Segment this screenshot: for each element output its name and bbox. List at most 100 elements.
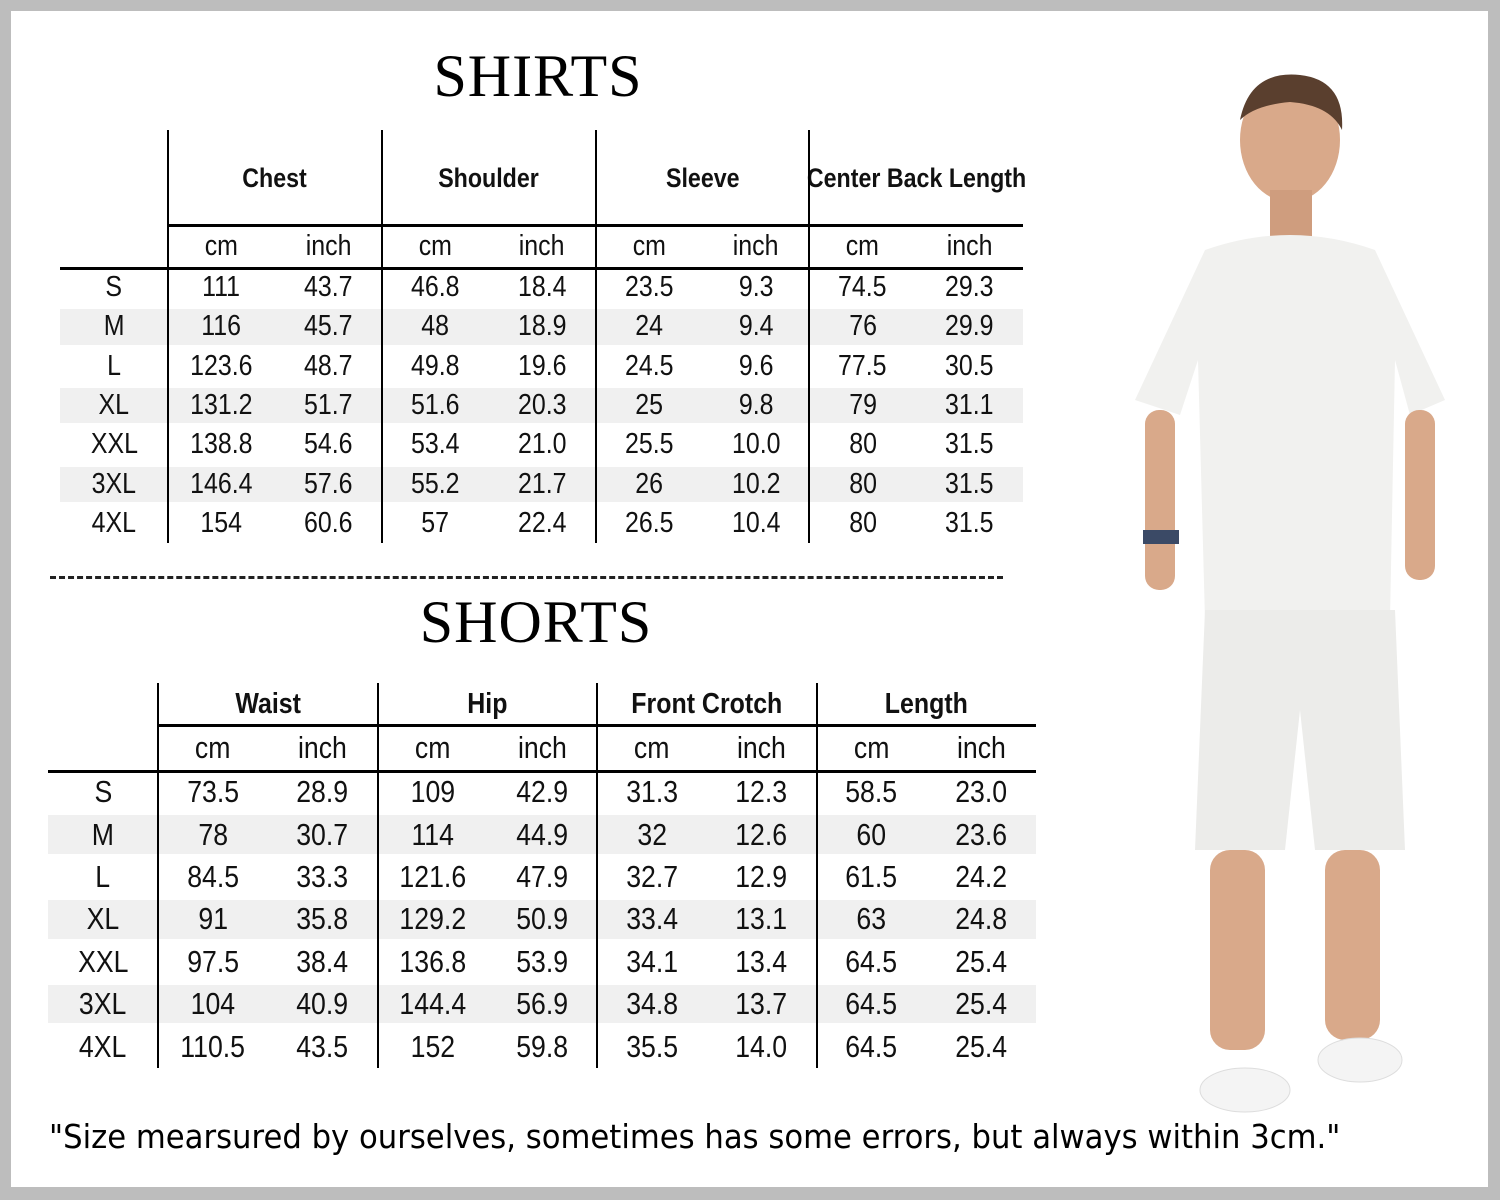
table-cell: 9.3 <box>702 268 809 307</box>
size-label-text: M <box>91 816 115 852</box>
table-cell-text: 45.7 <box>304 310 353 343</box>
table-cell-text: 9.4 <box>738 310 774 343</box>
table-cell: 24.8 <box>926 898 1036 940</box>
table-cell-text: 60.6 <box>304 506 353 539</box>
table-cell-text: 33.3 <box>296 858 349 894</box>
table-cell: 144.4 <box>378 983 488 1025</box>
table-cell-text: 10.2 <box>731 467 781 500</box>
table-cell: 9.6 <box>702 347 809 386</box>
unit-header-text: cm <box>195 730 231 765</box>
table-cell: 53.4 <box>382 425 489 464</box>
table-cell-text: 60 <box>856 816 887 852</box>
row-shade <box>48 815 1036 854</box>
table-cell-text: 21.0 <box>517 428 567 461</box>
unit-header: cm <box>168 225 275 268</box>
size-label: XL <box>60 386 168 425</box>
unit-header: cm <box>158 725 268 771</box>
table-cell: 54.6 <box>275 425 382 464</box>
table-cell-text: 23.5 <box>624 271 674 304</box>
table-cell-text: 9.8 <box>738 389 774 422</box>
table-cell-text: 10.0 <box>731 428 781 461</box>
unit-header: inch <box>489 225 596 268</box>
table-cell: 64.5 <box>817 1025 927 1067</box>
size-note: "Size mearsured by ourselves, sometimes … <box>49 1117 1341 1156</box>
table-cell-text: 12.3 <box>735 774 788 810</box>
table-cell-text: 59.8 <box>516 1028 569 1064</box>
table-cell: 114 <box>378 813 488 855</box>
table-cell-text: 114 <box>411 816 454 852</box>
table-cell: 129.2 <box>378 898 488 940</box>
table-cell-text: 34.1 <box>625 943 678 979</box>
table-cell-text: 12.6 <box>735 816 788 852</box>
table-cell: 18.9 <box>489 307 596 346</box>
table-cell: 13.7 <box>707 983 817 1025</box>
table-cell: 97.5 <box>158 941 268 983</box>
size-label-text: 4XL <box>91 506 137 539</box>
size-label: S <box>60 268 168 307</box>
table-cell: 48 <box>382 307 489 346</box>
header-rule <box>158 724 1036 727</box>
table-cell-text: 61.5 <box>845 858 898 894</box>
table-cell-text: 146.4 <box>190 467 253 500</box>
table-cell: 61.5 <box>817 856 927 898</box>
table-cell: 116 <box>168 307 275 346</box>
table-cell: 104 <box>158 983 268 1025</box>
size-label-text: L <box>107 349 121 382</box>
table-cell: 12.6 <box>707 813 817 855</box>
table-cell-text: 58.5 <box>845 774 898 810</box>
table-cell-text: 136.8 <box>399 943 466 979</box>
table-cell-text: 53.4 <box>410 428 460 461</box>
table-cell: 154 <box>168 504 275 543</box>
table-cell-text: 55.2 <box>410 467 460 500</box>
table-cell-text: 64.5 <box>845 986 898 1022</box>
unit-header-text: cm <box>414 730 451 765</box>
table-cell: 91 <box>158 898 268 940</box>
size-label: M <box>48 813 158 855</box>
column-divider <box>596 683 598 1068</box>
table-cell-text: 104 <box>190 986 236 1022</box>
table-cell: 33.3 <box>268 856 378 898</box>
table-cell: 57.6 <box>275 465 382 504</box>
unit-header: inch <box>916 225 1023 268</box>
size-label-text: XL <box>98 389 130 422</box>
table-cell: 109 <box>378 771 488 813</box>
table-cell-text: 30.7 <box>296 816 349 852</box>
table-cell: 9.8 <box>702 386 809 425</box>
table-cell-text: 21.7 <box>517 467 567 500</box>
size-label: 4XL <box>60 504 168 543</box>
table-cell-text: 53.9 <box>516 943 569 979</box>
table-cell-text: 23.6 <box>955 816 1008 852</box>
table-cell-text: 31.1 <box>945 389 994 422</box>
table-cell: 60.6 <box>275 504 382 543</box>
table-cell-text: 51.7 <box>304 389 353 422</box>
unit-header-text: cm <box>632 230 666 262</box>
unit-header-text: cm <box>418 230 452 262</box>
column-divider <box>815 683 818 1068</box>
size-label-text: XXL <box>77 943 129 979</box>
table-cell: 42.9 <box>487 771 597 813</box>
table-cell-text: 13.4 <box>735 943 788 979</box>
table-cell: 49.8 <box>382 347 489 386</box>
size-label: XL <box>48 898 158 940</box>
table-cell: 53.9 <box>487 941 597 983</box>
size-label-text: 3XL <box>79 986 127 1022</box>
table-cell-text: 31.5 <box>945 428 994 461</box>
unit-header-text: inch <box>519 230 565 262</box>
table-cell-text: 129.2 <box>399 901 466 937</box>
table-cell: 26 <box>596 465 703 504</box>
size-label-text: L <box>95 858 111 894</box>
table-cell: 10.0 <box>702 425 809 464</box>
table-cell-text: 25.4 <box>955 1028 1008 1064</box>
table-cell-text: 24.8 <box>955 901 1008 937</box>
table-cell-text: 25.4 <box>955 986 1008 1022</box>
table-cell: 24.2 <box>926 856 1036 898</box>
table-cell-text: 97.5 <box>186 943 239 979</box>
table-cell-text: 43.5 <box>296 1028 349 1064</box>
table-cell: 18.4 <box>489 268 596 307</box>
unit-header-text: inch <box>946 230 993 262</box>
table-cell-text: 24 <box>635 310 663 343</box>
table-cell: 24.5 <box>596 347 703 386</box>
shirts-title: SHIRTS <box>433 43 643 109</box>
table-cell: 51.6 <box>382 386 489 425</box>
table-cell-text: 12.9 <box>735 858 788 894</box>
